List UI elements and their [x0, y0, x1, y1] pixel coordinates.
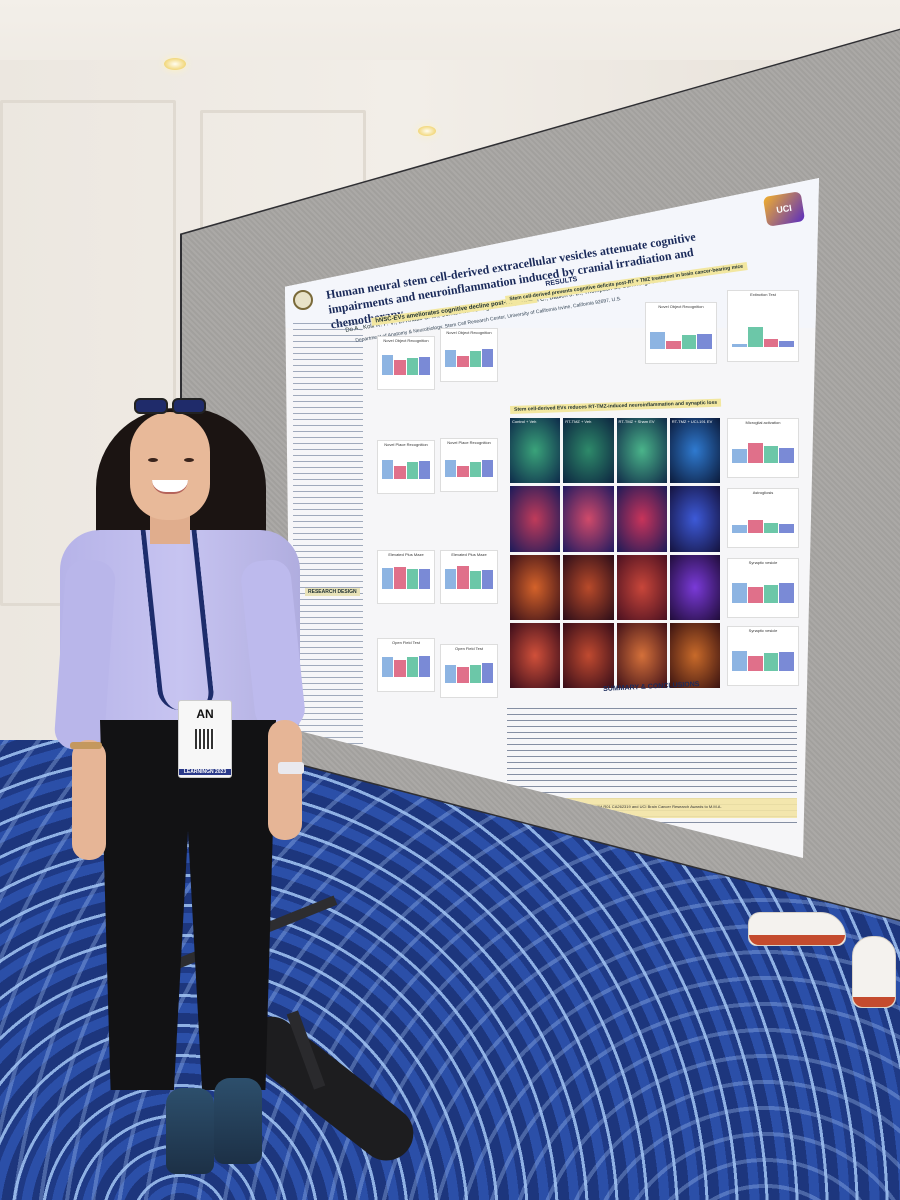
microscopy-image	[563, 486, 614, 552]
microscopy-image: RT-TMZ + Sham EV	[616, 418, 667, 484]
chart-label: Synaptic vesicle	[748, 628, 778, 633]
uci-logo: UCI	[762, 191, 806, 227]
behavior-chart: Elevated Plus Maze	[377, 550, 435, 604]
chart-label: Novel Place Recognition	[447, 440, 491, 445]
behavior-chart: Extinction Test	[727, 290, 799, 362]
microscopy-image: RT-TMZ + Veh	[563, 418, 614, 484]
microscopy-image: RT-TMZ + UCI-191 EV	[669, 418, 720, 484]
quantification-chart: Synaptic vesicle	[727, 626, 799, 686]
microscopy-image-grid: Control + Veh RT-TMZ + Veh RT-TMZ + Sham…	[510, 418, 720, 688]
person-smile	[152, 480, 188, 494]
microscopy-image	[616, 622, 667, 688]
chart-label: Elevated Plus Maze	[388, 552, 424, 557]
micro-label: RT-TMZ + UCI-191 EV	[671, 419, 713, 424]
person-right-forearm	[268, 720, 302, 840]
behavior-chart: Novel Object Recognition	[440, 328, 498, 382]
behavior-chart: Open Field Test	[440, 644, 498, 698]
behavior-chart: Open Field Test	[377, 638, 435, 692]
microscopy-image	[669, 554, 720, 620]
person-eye	[184, 458, 194, 462]
microscopy-image	[616, 554, 667, 620]
microscopy-image: Control + Veh	[510, 418, 561, 484]
person-eye	[148, 458, 158, 462]
person-left-shoe	[166, 1088, 214, 1174]
chart-label: Elevated Plus Maze	[451, 552, 487, 557]
behavior-chart: Novel Place Recognition	[440, 438, 498, 492]
quantification-chart: Astrogliosis	[727, 488, 799, 548]
microscopy-image	[563, 554, 614, 620]
research-poster: UCI Human neural stem cell-derived extra…	[285, 178, 819, 858]
microscopy-image	[510, 486, 561, 552]
university-seal-icon	[293, 290, 313, 310]
chart-label: Novel Place Recognition	[384, 442, 428, 447]
watch-icon	[278, 762, 304, 774]
microscopy-image	[669, 486, 720, 552]
section-heading: Stem cell-derived EVs reduces RT-TMZ-ind…	[510, 398, 722, 414]
quantification-chart: Synaptic vesicle	[727, 558, 799, 618]
acknowledgements-text: ACKNOWLEDGEMENTS: NIH R01 CA246187, NIH …	[510, 804, 722, 809]
floor-sneaker	[852, 936, 896, 1008]
chart-label: Novel Object Recognition	[446, 330, 492, 335]
floor-sneaker	[748, 912, 846, 946]
microscopy-image	[669, 622, 720, 688]
person-left-forearm	[72, 740, 106, 860]
quantification-chart: Microglial activation	[727, 418, 799, 478]
micro-label: RT-TMZ + Sham EV	[618, 419, 655, 424]
microscopy-image	[510, 554, 561, 620]
micro-label: RT-TMZ + Veh	[565, 419, 592, 424]
person-face	[130, 412, 210, 520]
qr-code-icon	[195, 729, 215, 749]
sunglasses-icon	[130, 396, 208, 414]
microscopy-image	[563, 622, 614, 688]
introduction-text-column	[293, 323, 363, 793]
name-badge: AN LEARNINGN 2023	[178, 700, 232, 778]
chart-label: Microglial activation	[745, 420, 781, 425]
microscopy-image	[616, 486, 667, 552]
behavior-chart: Novel Object Recognition	[377, 336, 435, 390]
chart-label: Novel Object Recognition	[383, 338, 429, 343]
chart-label: Extinction Test	[750, 292, 776, 297]
person-right-shoe	[214, 1078, 262, 1164]
behavior-chart: Novel Place Recognition	[377, 440, 435, 494]
behavior-chart: Elevated Plus Maze	[440, 550, 498, 604]
behavior-chart: Novel Object Recognition	[645, 302, 717, 364]
research-design-heading: RESEARCH DESIGN	[305, 588, 360, 596]
bracelet	[70, 742, 102, 749]
ceiling-light	[418, 126, 436, 136]
chart-label: Astrogliosis	[752, 490, 774, 495]
chart-label: Synaptic vesicle	[748, 560, 778, 565]
microscopy-image	[510, 622, 561, 688]
chart-label: Open Field Test	[455, 646, 483, 651]
ceiling-light	[164, 58, 186, 70]
badge-event: LEARNINGN 2023	[179, 769, 231, 775]
badge-name: AN	[196, 707, 214, 721]
micro-label: Control + Veh	[512, 419, 537, 424]
chart-label: Novel Object Recognition	[658, 304, 704, 309]
chart-label: Open Field Test	[392, 640, 420, 645]
